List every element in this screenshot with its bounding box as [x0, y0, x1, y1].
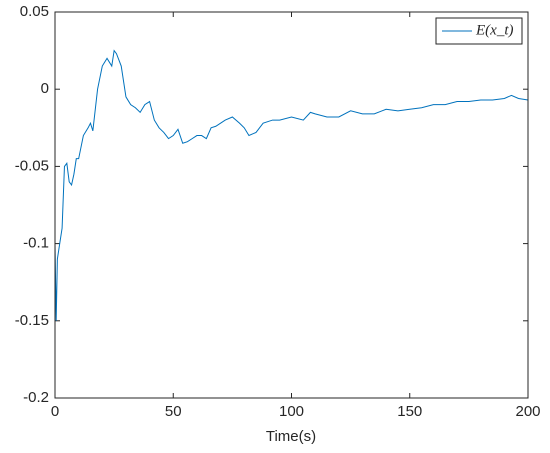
y-tick-label: -0.05: [15, 157, 49, 174]
legend-label: E(x_t): [475, 22, 513, 38]
y-tick-label: 0.05: [20, 3, 49, 20]
x-tick-label: 150: [397, 403, 422, 420]
x-tick-label: 100: [279, 403, 304, 420]
y-tick-label: -0.1: [23, 235, 49, 252]
data-line: [54, 49, 529, 321]
y-tick-label: -0.2: [23, 389, 49, 406]
y-tick-label: -0.15: [15, 312, 49, 329]
y-tick-label: 0: [41, 80, 49, 97]
plot-frame: [54, 11, 529, 399]
x-tick-label: 50: [165, 403, 182, 420]
x-tick-label: 0: [51, 403, 59, 420]
x-tick-label: 200: [515, 403, 540, 420]
x-axis-label: Time(s): [266, 428, 316, 445]
